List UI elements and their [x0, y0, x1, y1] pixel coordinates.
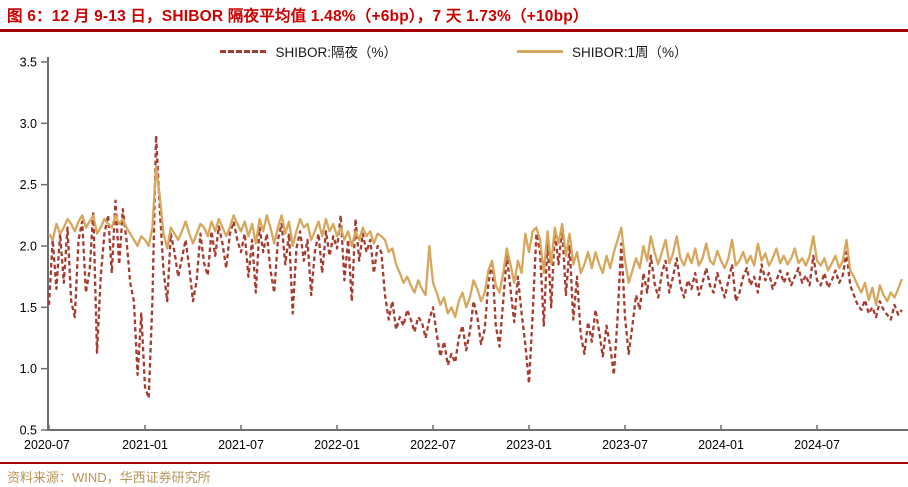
- series-line-1week: [48, 165, 903, 319]
- y-tick-label: 3.0: [20, 117, 37, 131]
- x-tick-label: 2023-01: [506, 438, 552, 452]
- y-tick-label: 2.0: [20, 240, 37, 254]
- title-divider-rule: [0, 29, 908, 32]
- x-tick-label: 2022-01: [314, 438, 360, 452]
- dashed-line-sample-icon: [220, 49, 267, 53]
- data-source-note: 资料来源：WIND，华西证券研究所: [7, 470, 211, 485]
- x-tick-label: 2023-07: [602, 438, 648, 452]
- legend-item-1week: SHIBOR:1周（%）: [516, 41, 688, 61]
- y-tick-label: 1.5: [20, 301, 37, 315]
- y-tick-label: 3.5: [20, 56, 37, 70]
- series-line-overnight: [47, 134, 903, 400]
- x-tick-label: 2020-07: [24, 438, 70, 452]
- x-tick-label: 2024-07: [794, 438, 840, 452]
- x-tick-label: 2021-01: [122, 438, 168, 452]
- x-tick-label: 2024-01: [698, 438, 744, 452]
- y-tick-label: 0.5: [20, 424, 37, 438]
- chart-legend: SHIBOR:隔夜（%） SHIBOR:1周（%）: [0, 41, 908, 61]
- y-tick-label: 2.5: [20, 178, 37, 192]
- x-tick-label: 2022-07: [410, 438, 456, 452]
- footer-divider-rule: [0, 462, 908, 464]
- legend-item-overnight: SHIBOR:隔夜（%）: [220, 41, 397, 61]
- y-tick-label: 1.0: [20, 362, 37, 376]
- legend-label-overnight: SHIBOR:隔夜（%）: [275, 45, 397, 60]
- legend-label-1week: SHIBOR:1周（%）: [571, 45, 688, 60]
- solid-line-sample-icon: [516, 49, 563, 53]
- figure-title: 图 6：12 月 9-13 日，SHIBOR 隔夜平均值 1.48%（+6bp）…: [7, 8, 589, 25]
- x-tick-label: 2021-07: [218, 438, 264, 452]
